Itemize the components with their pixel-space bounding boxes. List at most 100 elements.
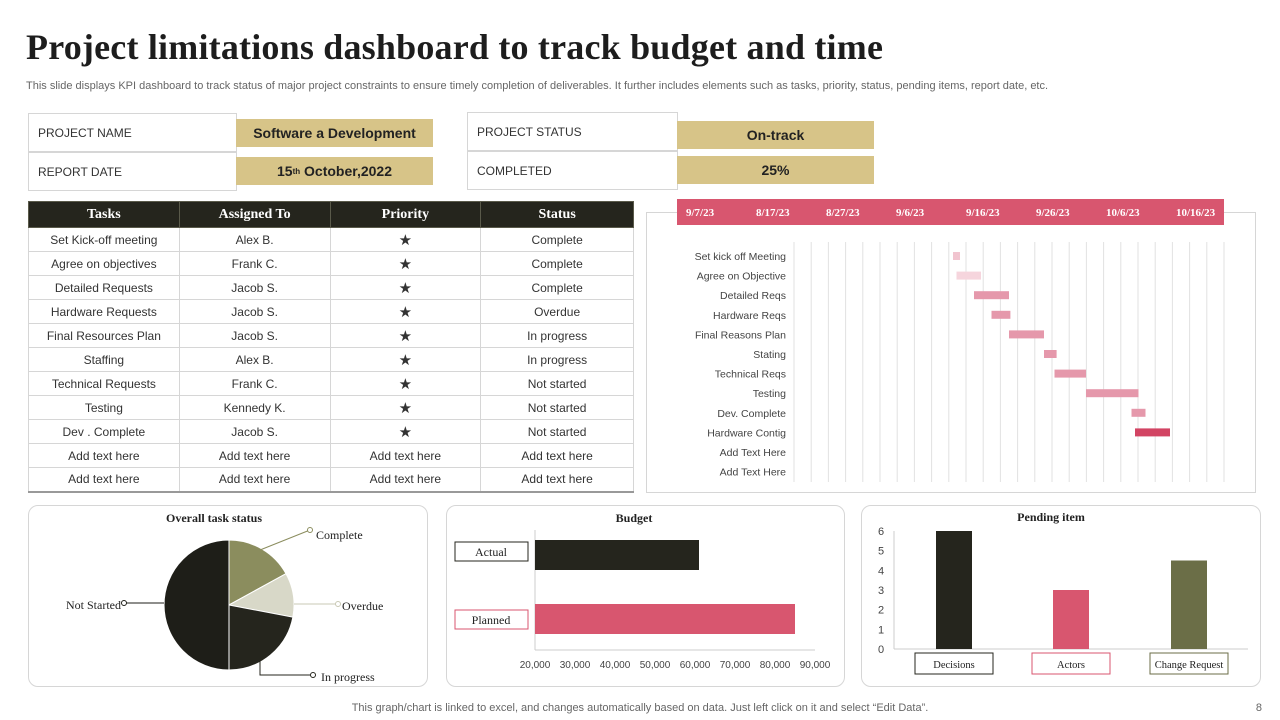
gantt-date-header: [677, 199, 1224, 225]
report-date-rest: October,2022: [300, 163, 392, 179]
header-tasks: Tasks: [28, 201, 180, 228]
table-cell-task: Staffing: [28, 347, 180, 372]
table-cell-assigned: Alex B.: [178, 227, 331, 252]
table-row: Hardware Requests Jacob S. ★ Overdue: [28, 299, 634, 324]
gantt-date-label: 9/16/23: [966, 207, 1000, 219]
table-cell-priority: ★: [329, 299, 482, 324]
table-cell-task: Testing: [28, 395, 180, 420]
budget-legend-label: Planned: [472, 613, 511, 627]
gantt-task-label: Add Text Here: [720, 467, 787, 479]
pie-leader-dot: [310, 672, 316, 678]
gantt-task-label: Final Reasons Plan: [695, 329, 786, 341]
table-row: Dev . Complete Jacob S. ★ Not started: [28, 419, 634, 444]
gantt-date-label: 9/26/23: [1036, 207, 1070, 219]
gantt-task-label: Set kick off Meeting: [695, 251, 787, 263]
table-cell-status: Not started: [480, 419, 634, 444]
gantt-bar: [1086, 389, 1139, 398]
table-cell-task: Agree on objectives: [28, 251, 180, 276]
pending-title: Pending item: [1017, 510, 1085, 524]
pending-tick-label: 1: [878, 624, 884, 636]
budget-tick-label: 20,000: [520, 660, 551, 671]
table-row: Staffing Alex B. ★ In progress: [28, 347, 634, 372]
pie-label: Complete: [316, 528, 363, 542]
table-cell-priority: ★: [329, 395, 482, 420]
pending-legend-box: [914, 652, 994, 675]
gantt-task-label: Dev. Complete: [717, 408, 786, 420]
project-name-box: [28, 113, 237, 152]
table-row: Technical Requests Frank C. ★ Not started: [28, 371, 634, 396]
budget-legend-label: Actual: [475, 545, 508, 559]
report-date-suffix: th: [292, 166, 301, 176]
table-row: Testing Kennedy K. ★ Not started: [28, 395, 634, 420]
header-status: Status: [480, 201, 634, 228]
table-cell-assigned: Jacob S.: [178, 419, 331, 444]
table-cell-priority: ★: [329, 323, 482, 348]
gantt-task-label: Hardware Contig: [707, 427, 786, 439]
table-cell-task: Technical Requests: [28, 371, 180, 396]
table-cell-assigned: Alex B.: [178, 347, 331, 372]
completed-box: [467, 151, 678, 190]
budget-tick-label: 70,000: [720, 660, 751, 671]
table-cell-assigned: Kennedy K.: [178, 395, 331, 420]
gantt-date-label: 9/7/23: [686, 207, 715, 219]
gantt-bar: [1131, 408, 1146, 417]
table-cell-status: Complete: [480, 251, 634, 276]
pending-tick-label: 0: [878, 644, 884, 656]
pie-leader-line: [259, 660, 313, 676]
table-row: Add text here Add text here Add text here A…: [28, 467, 634, 493]
table-row: Final Resources Plan Jacob S. ★ In progress: [28, 323, 634, 348]
gantt-bar: [991, 310, 1011, 319]
budget-bar-planned: [535, 604, 795, 634]
footer-note: This graph/chart is linked to excel, and…: [351, 702, 929, 714]
budget-tick-label: 80,000: [760, 660, 791, 671]
pending-bar-actors: [1053, 590, 1089, 649]
gantt-chart: 9/7/23 8/17/23 8/27/23 9/6/23 9/16/23 9/26/23…: [677, 199, 1225, 482]
table-cell-assigned: Frank C.: [178, 251, 331, 276]
gantt-bar: [974, 291, 1009, 300]
table-cell-assigned: Add text here: [178, 443, 331, 468]
table-cell-task: Dev . Complete: [28, 419, 180, 444]
budget-tick-label: 50,000: [640, 660, 671, 671]
pie-label: Overdue: [342, 599, 383, 613]
page-title: Project limitations dashboard to track b…: [26, 27, 884, 67]
pending-tick-label: 3: [878, 585, 884, 597]
pending-legend-label: Decisions: [933, 660, 974, 671]
table-cell-status: Not started: [480, 395, 634, 420]
gantt-task-label: Testing: [753, 388, 786, 400]
table-cell-assigned: Jacob S.: [178, 323, 331, 348]
pending-bar-change-request: [1171, 560, 1207, 649]
gantt-bar: [1135, 428, 1170, 437]
table-cell-status: In progress: [480, 347, 634, 372]
table-cell-priority: ★: [329, 275, 482, 300]
table-cell-assigned: Frank C.: [178, 371, 331, 396]
table-row: Detailed Requests Jacob S. ★ Complete: [28, 275, 634, 300]
table-row: Agree on objectives Frank C. ★ Complete: [28, 251, 634, 276]
table-cell-priority: ★: [329, 371, 482, 396]
task-table: Tasks Assigned To Priority Status Set Ki…: [28, 201, 634, 493]
table-cell-task: Detailed Requests: [28, 275, 180, 300]
gantt-task-label: Agree on Objective: [697, 271, 786, 283]
table-cell-status: Overdue: [480, 299, 634, 324]
pending-legend-label: Change Request: [1155, 660, 1224, 671]
gantt-date-label: 10/6/23: [1106, 207, 1140, 219]
table-cell-priority: ★: [329, 347, 482, 372]
pie-slice-not-started: [163, 539, 230, 671]
project-name-value: Software a Development: [236, 119, 433, 147]
page-number: 8: [1255, 702, 1262, 714]
budget-tick-label: 40,000: [600, 660, 631, 671]
project-status-value: On-track: [677, 121, 874, 149]
report-date-label: REPORT DATE: [38, 165, 123, 179]
table-cell-priority: Add text here: [329, 467, 482, 493]
gantt-task-label: Add Text Here: [720, 447, 787, 459]
gantt-date-label: 8/17/23: [756, 207, 790, 219]
report-date-day: 15: [277, 163, 293, 179]
pie-label: In progress: [321, 670, 375, 684]
gantt-task-label: Detailed Reqs: [720, 290, 786, 302]
table-cell-assigned: Add text here: [178, 467, 331, 493]
budget-legend-box: [454, 609, 529, 630]
table-cell-status: Add text here: [480, 443, 634, 468]
gantt-bar: [956, 271, 981, 280]
budget-bar-chart: Budget Actual Planned 20,000 30,000 40,000 50,…: [454, 511, 831, 671]
table-header-row: Tasks Assigned To Priority Status: [28, 201, 634, 228]
